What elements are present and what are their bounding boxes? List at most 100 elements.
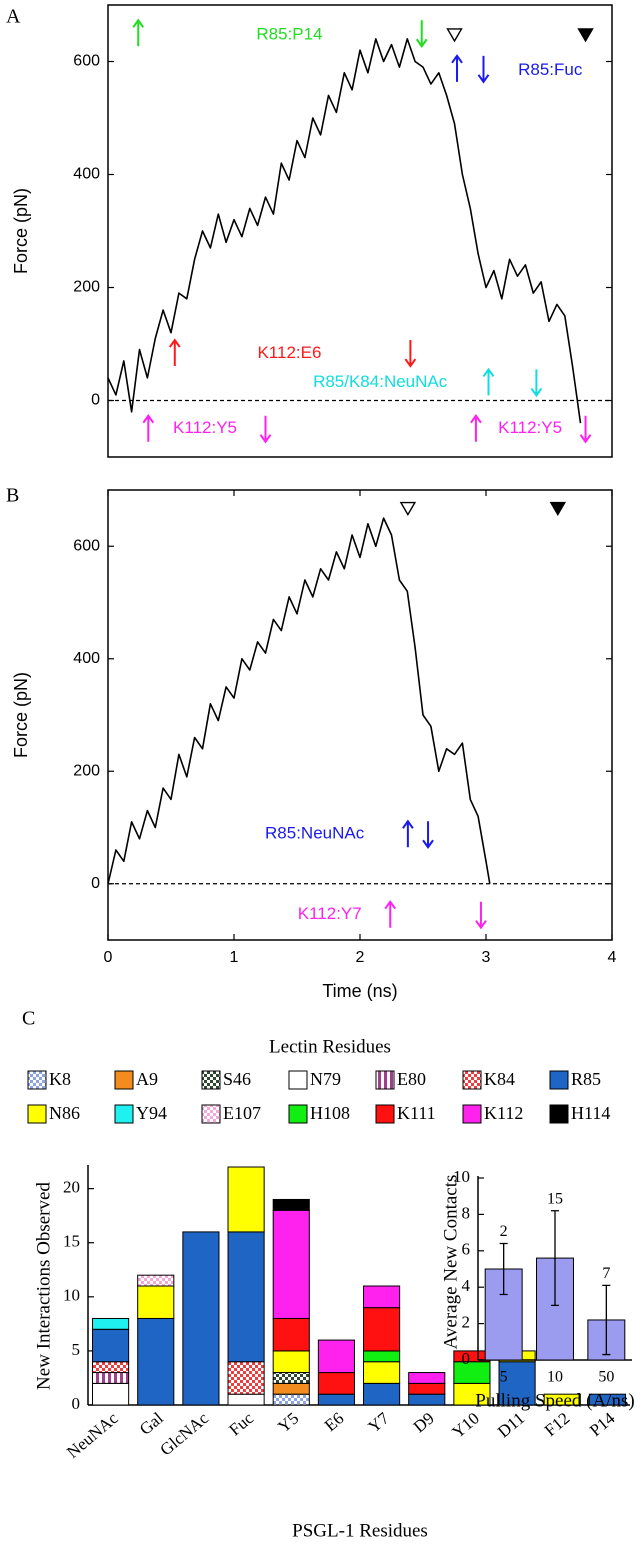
- x-tick-label: 1: [230, 949, 239, 966]
- bar-segment: [272, 1372, 310, 1384]
- legend-label: R85: [571, 1069, 601, 1089]
- x-tick-label: F12: [541, 1409, 573, 1441]
- y-tick-label: 0: [91, 875, 100, 892]
- panel-label: A: [6, 6, 21, 28]
- event-marker: [399, 501, 417, 516]
- bar-segment: [137, 1274, 175, 1287]
- y-tick-label: 200: [73, 762, 100, 779]
- legend-label: H114: [571, 1103, 610, 1123]
- x-tick-label: 3: [482, 949, 491, 966]
- bar-segment: [272, 1382, 310, 1395]
- bar-segment: [272, 1393, 310, 1406]
- event-arrow: [475, 901, 487, 930]
- y-tick-label: 400: [73, 650, 100, 667]
- legend-swatch: [201, 1070, 221, 1090]
- count-label: 15: [547, 1190, 563, 1207]
- y-tick-label: 5: [72, 1340, 81, 1359]
- bar-segment: [92, 1382, 130, 1406]
- event-arrow: [530, 369, 543, 398]
- legend-swatch: [288, 1070, 308, 1090]
- x-tick-label: D11: [494, 1409, 528, 1442]
- bar-segment: [498, 1361, 536, 1406]
- y-tick-label: 15: [63, 1232, 80, 1251]
- legend-swatch: [462, 1104, 482, 1124]
- bar-segment: [317, 1372, 355, 1395]
- x-tick-label: Fuc: [225, 1408, 257, 1439]
- legend-label: K111: [397, 1103, 436, 1123]
- bar-segment: [363, 1382, 401, 1406]
- bar-segment: [92, 1372, 130, 1384]
- event-arrow: [451, 54, 463, 82]
- event-arrow: [415, 20, 428, 48]
- legend-label: K84: [484, 1069, 515, 1089]
- bar-segment: [408, 1372, 446, 1384]
- legend-swatch: [27, 1070, 47, 1090]
- y-axis-label: New Interactions Observed: [33, 1182, 54, 1390]
- x-tick-label: GlcNAc: [156, 1408, 212, 1459]
- annotation-label: R85:NeuNAc: [265, 824, 365, 843]
- error-bar: [499, 1242, 508, 1296]
- force-trace: [107, 38, 582, 424]
- chart-panel: Average New Contacts Pulling Speed (A/ns)…: [440, 1167, 634, 1411]
- legend-label: H108: [310, 1103, 350, 1123]
- x-tick-label: 10: [547, 1369, 563, 1386]
- legend-swatch: [114, 1104, 134, 1124]
- x-tick-label: D9: [410, 1409, 438, 1437]
- legend-label: E107: [223, 1103, 261, 1123]
- y-tick-label: 600: [73, 537, 100, 554]
- plot-frame: [107, 4, 613, 458]
- event-arrow: [402, 819, 414, 848]
- y-tick-label: 200: [73, 279, 100, 296]
- legend-swatch: [27, 1104, 47, 1124]
- x-tick-label: 50: [598, 1369, 614, 1386]
- legend-label: E80: [397, 1069, 426, 1089]
- annotation-label: K112:Y5: [498, 418, 562, 437]
- y-tick-label: 0: [91, 392, 100, 409]
- event-arrow: [404, 340, 417, 368]
- y-tick-label: 6: [462, 1240, 471, 1259]
- x-axis-label: Time (ns): [322, 981, 397, 1001]
- legend-swatch: [375, 1070, 395, 1090]
- force-trace: [107, 517, 491, 884]
- legend-swatch: [375, 1104, 395, 1124]
- event-marker: [549, 501, 567, 516]
- legend-label: Y94: [136, 1103, 167, 1123]
- bar-segment: [92, 1361, 130, 1374]
- x-tick-label: NeuNAc: [63, 1408, 122, 1462]
- y-axis-label: Force (pN): [11, 188, 31, 274]
- annotation-label: K112:Y5: [173, 418, 237, 437]
- bar-segment: [227, 1361, 265, 1395]
- bar-segment: [408, 1382, 446, 1395]
- event-arrow: [470, 414, 482, 442]
- event-marker: [446, 28, 463, 43]
- y-tick-label: 0: [462, 1349, 471, 1368]
- bar-segment: [317, 1339, 355, 1374]
- legend-label: S46: [223, 1069, 251, 1089]
- count-label: 7: [602, 1265, 610, 1282]
- x-axis-label: Pulling Speed (A/ns): [475, 1390, 634, 1411]
- bar-segment: [227, 1166, 265, 1233]
- annotation-label: K112:E6: [257, 343, 321, 362]
- legend-swatch: [114, 1070, 134, 1090]
- annotation-label: R85/K84:NeuNAc: [313, 372, 448, 391]
- y-axis-label: Force (pN): [11, 672, 31, 758]
- bar-segment: [137, 1285, 175, 1319]
- bar-segment: [363, 1285, 401, 1309]
- event-arrow: [168, 338, 181, 367]
- x-tick-label: Y7: [365, 1408, 394, 1436]
- event-arrow: [477, 55, 490, 84]
- bar-segment: [182, 1231, 220, 1406]
- legend-swatch: [549, 1070, 569, 1090]
- bar-segment: [363, 1361, 401, 1384]
- panel-label: C: [22, 1008, 35, 1030]
- x-tick-label: Y10: [448, 1409, 483, 1442]
- y-tick-label: 10: [453, 1167, 470, 1186]
- y-tick-label: 20: [63, 1178, 80, 1197]
- annotation-label: R85:P14: [256, 24, 322, 43]
- x-tick-label: Y5: [274, 1409, 302, 1437]
- legend-swatch: [462, 1070, 482, 1090]
- y-tick-label: 4: [462, 1276, 471, 1295]
- chart-panel: B Force (pN) Time (ns) 0 200 400 600 0 1 2 3 4 R85:N…: [6, 485, 617, 1001]
- bar-segment: [272, 1209, 310, 1319]
